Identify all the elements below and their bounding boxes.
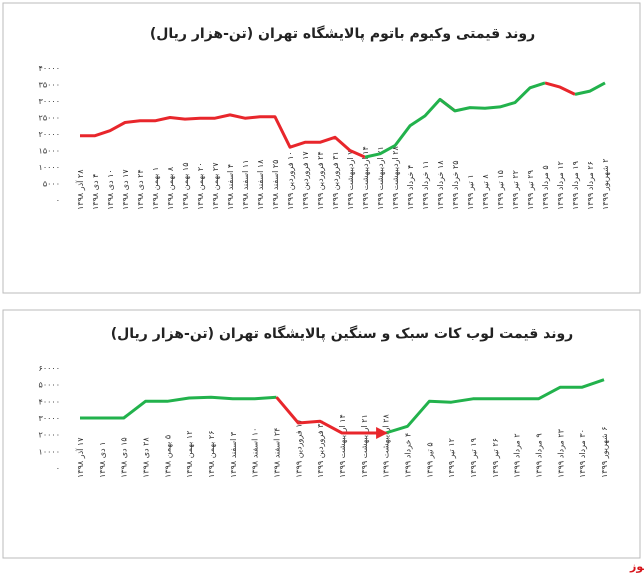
y-tick-label: ۶۰۰۰۰ [39,364,60,373]
x-tick-label: ۳۱ فروردین ۱۳۹۹ [331,151,340,210]
x-tick-label: ۲۹ تیر ۱۳۹۹ [526,170,535,210]
x-tick-label: ۲۶ بهمن ۱۳۹۸ [207,431,216,479]
x-tick-label: ۱۲ مرداد ۱۳۹۹ [556,161,565,210]
x-tick-label: ۲۴ فروردین ۱۳۹۹ [316,151,325,210]
line-series [80,378,605,435]
y-tick-label: ۳۰۰۰۰ [39,414,60,423]
y-tick-label: ۰ [56,196,60,205]
x-tick-label: ۳۰ مرداد ۱۳۹۹ [578,429,587,478]
x-tick-label: ۴ خرداد ۱۳۹۹ [406,165,415,210]
x-tick-label: ۱۷ فروردین ۱۳۹۹ [301,151,310,210]
x-tick-label: ۲۵ اسفند ۱۳۹۸ [271,160,280,210]
x-tick-label: ۱۰ فروردین ۱۳۹۹ [286,151,295,210]
x-tick-label: ۲ مرداد ۱۳۹۹ [513,433,522,478]
x-tick-label: ۲۱ اردیبهشت ۱۳۹۹ [376,146,385,210]
x-tick-label: ۱۷ فروردین ۱۳۹۹ [294,419,303,478]
x-tick-label: ۱۰ اسفند ۱۳۹۸ [251,428,260,478]
chart-title: روند قیمتی وکیوم باتوم پالایشگاه تهران (… [150,25,535,42]
y-tick-label: ۳۵۰۰۰ [39,81,60,90]
y-tick-label: ۱۰۰۰۰ [39,163,60,172]
x-tick-label: ۹ مرداد ۱۳۹۹ [535,433,544,478]
x-tick-label: ۱۷ آذر ۱۳۹۸ [75,437,85,478]
x-tick-label: ۴ اسفند ۱۳۹۸ [226,164,235,210]
x-tick-label: ۶ شهریور ۱۳۹۹ [600,426,609,478]
y-tick-label: ۲۰۰۰۰ [39,130,60,139]
y-tick-label: ۴۰۰۰۰ [39,64,60,73]
chart-title: روند قیمت لوب کات سبک و سنگین پالایشگاه … [111,325,573,342]
y-tick-label: ۵۰۰۰۰ [39,381,60,390]
source: بورس نیوز [629,560,644,573]
x-tick-label: ۲۰ بهمن ۱۳۹۸ [196,163,205,211]
x-tick-label: ۱۰ دی ۱۳۹۸ [106,169,115,210]
x-tick-label: ۵ تیر ۱۳۹۹ [425,442,434,478]
x-tick-label: ۵ مرداد ۱۳۹۹ [541,165,550,210]
x-tick-label: ۵ بهمن ۱۳۹۸ [163,435,172,478]
x-tick-label: ۲۶ مرداد ۱۳۹۹ [586,161,595,210]
panel [2,2,641,294]
x-tick-label: ۱۵ دی ۱۳۹۸ [120,437,129,478]
x-tick-label: ۱۵ بهمن ۱۳۹۸ [181,163,190,211]
x-tick-label: ۱ بهمن ۱۳۹۸ [151,167,160,210]
x-tick-label: ۴ دی ۱۳۹۸ [91,174,100,210]
x-tick-label: ۳۱ فروردین ۱۳۹۹ [316,419,325,478]
y-tick-label: ۱۰۰۰۰ [39,447,60,456]
x-tick-label: ۲۸ دی ۱۳۹۸ [142,437,151,478]
x-tick-label: ۱ تیر ۱۳۹۹ [466,174,475,210]
x-tick-label: ۳ اسفند ۱۳۹۸ [229,431,238,478]
x-tick-label: ۲۱ اردیبهشت ۱۳۹۹ [360,414,369,478]
x-tick-label: ۲ شهریور ۱۳۹۹ [601,158,610,210]
x-tick-label: ۲۳ مرداد ۱۳۹۹ [556,428,565,478]
x-tick-label: ۲۸ اردیبهشت ۱۳۹۹ [382,413,391,478]
y-tick-label: ۲۰۰۰۰ [39,431,60,440]
x-tick-label: ۱۵ تیر ۱۳۹۹ [496,170,505,210]
x-tick-label: ۱۲ تیر ۱۳۹۹ [447,438,456,478]
line-series [364,81,606,159]
x-tick-label: ۲۷ بهمن ۱۳۹۸ [211,162,220,210]
x-tick-label: ۱۹ مرداد ۱۳۹۹ [571,161,580,210]
y-tick-label: ۵۰۰۰ [43,180,60,189]
x-tick-label: ۲۴ دی ۱۳۹۸ [136,169,145,210]
y-tick-label: ۳۰۰۰۰ [39,97,60,106]
y-tick-label: ۰ [56,464,60,473]
x-tick-label: ۱۸ اسفند ۱۳۹۸ [256,159,265,210]
x-tick-label: ۸ بهمن ۱۳۹۸ [166,166,175,210]
x-tick-label: ۱۸ خرداد ۱۳۹۹ [436,160,445,210]
x-tick-label: ۲۸ آذر ۱۳۹۸ [75,169,85,210]
x-tick-label: ۱۱ اسفند ۱۳۹۸ [241,160,250,210]
panel [2,309,641,559]
x-tick-label: ۷ اردیبهشت ۱۳۹۹ [346,150,355,210]
x-tick-label: ۱۲ بهمن ۱۳۹۸ [185,431,194,479]
line-series [275,396,389,439]
x-tick-label: ۱۹ تیر ۱۳۹۹ [469,438,478,478]
x-tick-label: ۲۲ تیر ۱۳۹۹ [511,170,520,210]
x-tick-label: ۲۶ تیر ۱۳۹۹ [491,438,500,478]
x-tick-label: ۱۷ دی ۱۳۹۸ [121,169,130,210]
x-tick-label: ۲۵ خرداد ۱۳۹۹ [451,160,460,210]
x-tick-label: ۲۸ اردیبهشت ۱۳۹۹ [391,145,400,210]
x-tick-label: ۱۴ اردیبهشت ۱۳۹۹ [361,146,370,210]
x-tick-label: ۲۴ اسفند ۱۳۹۸ [273,428,282,478]
y-tick-label: ۴۰۰۰۰ [39,397,60,406]
x-tick-label: ۱ دی ۱۳۹۸ [98,442,107,478]
x-tick-label: ۱۱ خرداد ۱۳۹۹ [421,160,430,210]
y-tick-label: ۱۵۰۰۰ [39,147,60,156]
x-tick-label: ۱۴ اردیبهشت ۱۳۹۹ [338,414,347,478]
x-tick-label: ۸ تیر ۱۳۹۹ [481,174,490,210]
x-tick-label: ۴ خرداد ۱۳۹۹ [404,433,413,478]
y-tick-label: ۲۵۰۰۰ [39,114,60,123]
